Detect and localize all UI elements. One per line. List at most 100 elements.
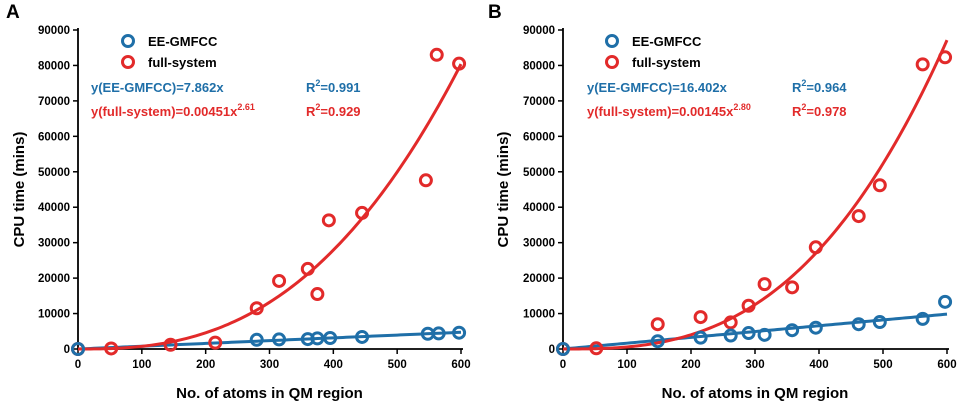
x-tick-label: 100: [132, 359, 151, 371]
y-tick-label: 20000: [523, 273, 555, 285]
r-squared-value: =0.991: [320, 80, 360, 95]
x-tick-label: 600: [451, 359, 470, 371]
data-point-ee-gmfcc: [452, 325, 467, 340]
y-tick-label: 70000: [523, 96, 555, 108]
data-point-ee-gmfcc: [693, 330, 708, 345]
data-point-ee-gmfcc: [938, 294, 953, 309]
r-squared-symbol: R: [306, 104, 316, 119]
data-point-full-system: [452, 56, 467, 71]
y-tick-label: 0: [549, 344, 555, 356]
data-point-full-system: [938, 50, 953, 65]
data-point-full-system: [321, 213, 336, 228]
r-squared-superscript: 2: [315, 102, 320, 112]
r-squared-symbol: R: [792, 80, 802, 95]
y-tick-label: 90000: [38, 25, 70, 37]
y-tick-label: 60000: [38, 131, 70, 143]
y-tick-label: 10000: [523, 309, 555, 321]
legend-marker-ee-gmfcc: [121, 34, 135, 48]
x-tick-label: 0: [75, 359, 81, 371]
y-tick-label: 70000: [38, 96, 70, 108]
data-point-ee-gmfcc: [355, 329, 370, 344]
data-point-ee-gmfcc: [650, 334, 665, 349]
data-point-ee-gmfcc: [915, 311, 930, 326]
chart-panel-b: B 0 10000 20000 30000 40000 50000 60000 70000 800…: [488, 2, 957, 402]
data-point-full-system: [104, 341, 119, 356]
y-tick-label: 90000: [523, 25, 555, 37]
r-squared-symbol: R: [792, 104, 802, 119]
y-tick-label: 80000: [38, 60, 70, 72]
r-squared-full-system: R2=0.978: [792, 102, 847, 119]
y-tick-label: 80000: [523, 60, 555, 72]
data-point-full-system: [429, 47, 444, 62]
fit-curve-full-system: [78, 63, 463, 351]
equation-full-system-exponent: 2.61: [237, 102, 255, 112]
y-tick-label: 50000: [38, 167, 70, 179]
data-point-ee-gmfcc: [249, 332, 264, 347]
data-point-full-system: [589, 341, 604, 356]
r-squared-value: =0.929: [320, 104, 360, 119]
data-point-full-system: [650, 317, 665, 332]
data-point-full-system: [872, 178, 887, 193]
data-point-full-system: [163, 337, 178, 352]
x-tick-label: 600: [937, 359, 956, 371]
equation-full-system-exponent: 2.80: [733, 102, 751, 112]
x-axis-label: No. of atoms in QM region: [176, 385, 363, 402]
x-tick-label: 500: [388, 359, 407, 371]
y-axis-label: CPU time (mins): [11, 132, 28, 248]
data-point-ee-gmfcc: [431, 326, 446, 341]
y-tick-label: 30000: [38, 238, 70, 250]
data-point-ee-gmfcc: [323, 331, 338, 346]
panel-letter: A: [6, 2, 20, 23]
r-squared-superscript: 2: [801, 78, 806, 88]
r-squared-superscript: 2: [801, 102, 806, 112]
data-point-full-system: [785, 280, 800, 295]
x-tick-label: 300: [260, 359, 279, 371]
r-squared-value: =0.964: [806, 80, 847, 95]
data-point-full-system: [723, 315, 738, 330]
data-point-ee-gmfcc: [872, 315, 887, 330]
legend-marker-full-system: [121, 55, 135, 69]
chart-panel-a: A 0 10000 20000 30000 40000 50000 60000 70000 800…: [6, 2, 471, 402]
data-point-full-system: [249, 301, 264, 316]
data-point-full-system: [300, 261, 315, 276]
equation-full-system: y(full-system)=0.00451x2.61: [91, 102, 255, 119]
data-point-ee-gmfcc: [851, 317, 866, 332]
legend-label-full-system: full-system: [148, 55, 217, 70]
data-point-ee-gmfcc: [310, 331, 325, 346]
data-point-full-system: [915, 57, 930, 72]
data-point-ee-gmfcc: [723, 328, 738, 343]
data-point-ee-gmfcc: [272, 332, 287, 347]
equation-full-system: y(full-system)=0.00145x2.80: [587, 102, 751, 119]
r-squared-superscript: 2: [315, 78, 320, 88]
y-axis-label: CPU time (mins): [495, 132, 512, 248]
r-squared-ee-gmfcc: R2=0.964: [792, 78, 847, 95]
data-point-ee-gmfcc: [556, 342, 570, 356]
legend-marker-full-system: [605, 55, 619, 69]
x-tick-label: 300: [745, 359, 764, 371]
legend-marker-ee-gmfcc: [605, 34, 619, 48]
equation-full-system-base: y(full-system)=0.00145x: [587, 104, 734, 119]
equation-ee-gmfcc: y(EE-GMFCC)=7.862x: [91, 80, 224, 95]
data-point-ee-gmfcc: [757, 327, 772, 342]
panel-letter: B: [488, 2, 502, 23]
x-tick-label: 200: [196, 359, 215, 371]
data-point-ee-gmfcc: [808, 320, 823, 335]
data-point-full-system: [757, 277, 772, 292]
r-squared-ee-gmfcc: R2=0.991: [306, 78, 361, 95]
r-squared-full-system: R2=0.929: [306, 102, 361, 119]
y-tick-label: 10000: [38, 309, 70, 321]
y-tick-label: 20000: [38, 273, 70, 285]
data-point-full-system: [272, 273, 287, 288]
y-tick-label: 30000: [523, 238, 555, 250]
x-tick-label: 500: [873, 359, 892, 371]
data-point-full-system: [310, 287, 325, 302]
x-tick-label: 100: [617, 359, 636, 371]
x-tick-label: 400: [324, 359, 343, 371]
data-point-full-system: [741, 298, 756, 313]
data-point-full-system: [693, 310, 708, 325]
legend-label-full-system: full-system: [632, 55, 701, 70]
data-point-full-system: [355, 205, 370, 220]
x-tick-label: 0: [560, 359, 566, 371]
data-point-ee-gmfcc: [785, 323, 800, 338]
